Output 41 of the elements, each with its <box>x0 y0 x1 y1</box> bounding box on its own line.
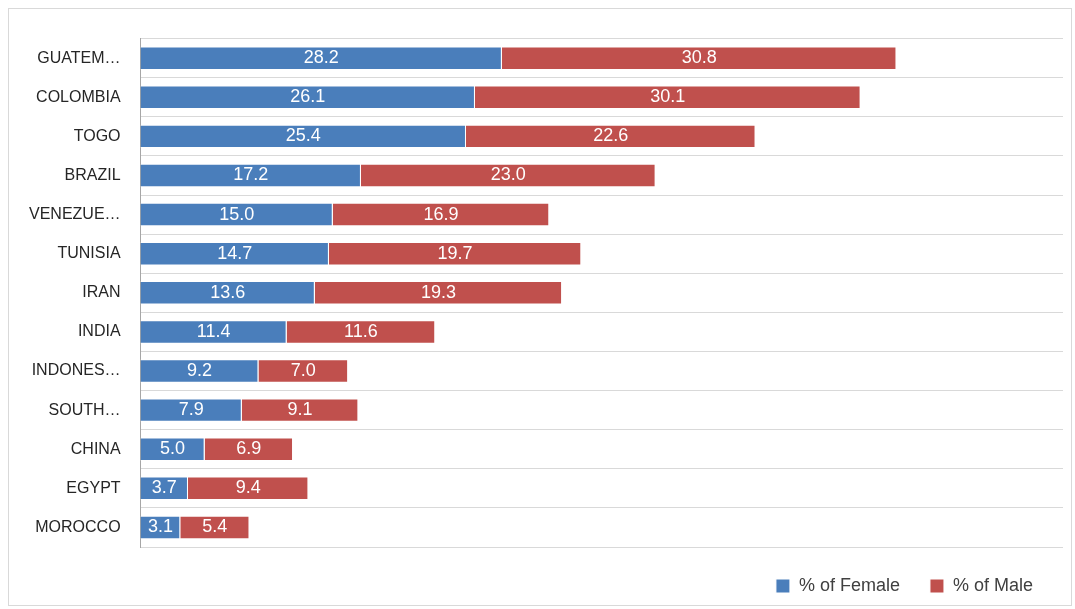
y-tick-label: INDONES… <box>31 361 121 379</box>
data-label: 5.0 <box>160 438 186 459</box>
y-tick-label: INDIA <box>77 322 121 340</box>
data-label: 30.8 <box>681 47 717 68</box>
data-label: 5.4 <box>202 516 228 537</box>
data-label: 13.6 <box>210 281 246 302</box>
data-label: 6.9 <box>236 438 262 459</box>
data-label: 16.9 <box>423 203 459 224</box>
y-tick-label: EGYPT <box>66 478 121 496</box>
data-label: 3.1 <box>147 516 173 537</box>
y-tick-label: GUATEM… <box>37 48 121 66</box>
y-tick-label: MOROCCO <box>35 517 121 535</box>
y-tick-label: CHINA <box>70 439 121 457</box>
data-label: 23.0 <box>490 164 526 185</box>
y-tick-label: BRAZIL <box>64 165 121 183</box>
data-label: 15.0 <box>219 203 255 224</box>
data-label: 22.6 <box>593 125 629 146</box>
y-tick-label: SOUTH… <box>48 400 121 418</box>
data-label: 11.4 <box>196 320 231 341</box>
legend-label: % of Male <box>952 574 1034 595</box>
data-label: 7.0 <box>290 359 316 380</box>
data-label: 17.2 <box>233 164 269 185</box>
data-label: 9.1 <box>287 399 313 420</box>
y-tick-label: VENEZUE… <box>28 204 121 222</box>
data-label: 7.9 <box>178 399 204 420</box>
data-label: 26.1 <box>290 86 326 107</box>
data-label: 9.4 <box>235 477 261 498</box>
y-tick-label: TOGO <box>73 126 121 144</box>
y-tick-label: TUNISIA <box>57 244 121 262</box>
data-label: 25.4 <box>285 125 321 146</box>
data-label: 14.7 <box>217 242 253 263</box>
y-tick-label: COLOMBIA <box>36 87 121 105</box>
data-label: 9.2 <box>186 359 213 380</box>
data-label: 30.1 <box>650 86 686 107</box>
y-tick-label: IRAN <box>82 283 121 301</box>
data-label: 28.2 <box>303 47 339 68</box>
data-label: 11.6 <box>344 320 378 341</box>
legend-label: % of Female <box>798 574 900 595</box>
data-label: 19.3 <box>420 281 456 302</box>
data-label: 19.7 <box>437 242 473 263</box>
data-label: 3.7 <box>151 477 177 498</box>
